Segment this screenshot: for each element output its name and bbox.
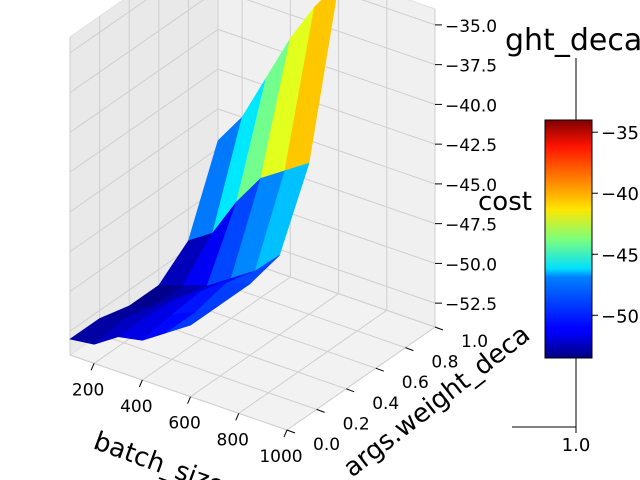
z-tick-label: −40.0 [445,96,497,116]
z-tick-label: −52.5 [445,295,497,315]
y-tick-label: 0.2 [343,414,370,434]
x-tick [90,363,95,371]
y-tick [405,347,414,352]
y-tick-label: 0.8 [431,353,458,373]
z-tick-label: −37.5 [445,57,497,77]
z-tick-label: −35.0 [445,17,497,37]
z-tick-label: −42.5 [445,136,497,156]
y-tick-label: 0.6 [402,373,429,393]
y-tick [375,367,384,372]
surface-patch [166,304,221,333]
z-tick-label: −50.0 [445,255,497,275]
y-tick-label: 1.0 [461,332,488,352]
colorbar-gradient [544,119,593,359]
colorbar: −35 −40 −45 −50 1.0 [512,58,639,456]
x-tick [187,396,192,404]
y-tick [316,408,325,413]
y-tick-label: 0.0 [313,435,340,455]
colorbar-lower-axis-tick-label: 1.0 [562,435,591,456]
x-tick [235,413,240,421]
x-tick-label: 800 [217,430,249,450]
x-tick-label: 1000 [259,447,302,467]
grid-line-z [69,28,219,133]
z-tick-label: −47.5 [445,216,497,236]
chart-title: ght_deca [505,23,640,58]
grid-line-x [238,309,388,414]
y-tick [346,388,355,393]
x-tick [138,379,143,388]
y-tick-label: 0.4 [372,394,399,414]
x-tick-label: 600 [168,414,200,434]
x-tick [283,429,288,438]
y-tick [434,326,444,331]
grid-line-x [190,293,339,398]
x-tick-label: 400 [120,397,152,417]
x-tick-label: 200 [72,380,104,400]
grid-line-z [69,68,219,173]
axis-ticks: 200 400 600 800 1000 0.00.20.40.60.81.0 −35.0 −… [72,17,497,467]
surface [69,0,337,345]
colorbar-tick-label: −45 [601,245,639,266]
grid-line-x [286,326,436,431]
grid-line-z [69,0,205,94]
grid-line-z [217,68,436,145]
grid-line-z [361,0,436,26]
grid-line-y [69,354,288,431]
grid-line-y [99,333,317,410]
x-axis-label: batch_size [90,426,229,480]
grid-line-z [69,148,219,253]
colorbar-tick-label: −50 [601,306,639,327]
colorbar-tick-label: −40 [601,184,639,205]
grid-line-z [69,0,147,54]
y-tick [286,429,296,434]
axis-grid [69,0,436,431]
grid-line-z [69,108,219,213]
grid-line-z [217,28,436,105]
grid-line-z [69,187,219,292]
z-axis-label: cost [478,187,532,217]
colorbar-tick-label: −35 [601,123,639,144]
z-tick-label: −45.0 [445,176,497,196]
grid-line-x [142,276,291,381]
